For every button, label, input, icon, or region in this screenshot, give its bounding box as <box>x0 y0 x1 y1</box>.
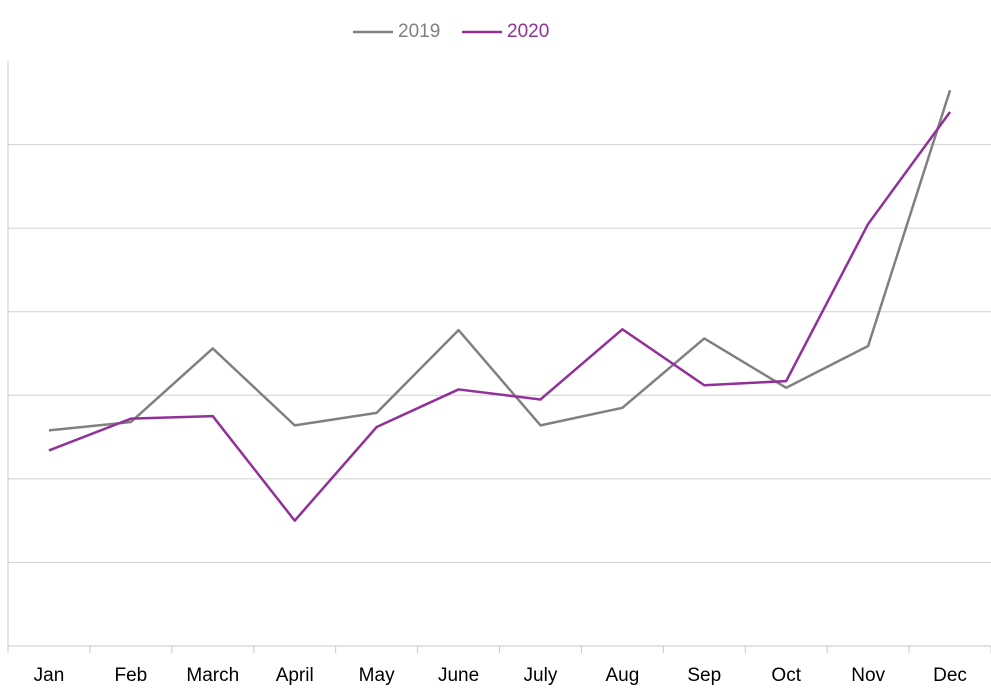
legend-label: 2020 <box>507 21 549 42</box>
x-tick-label: Aug <box>605 665 639 686</box>
x-tick-label: May <box>359 665 395 686</box>
x-tick-label: June <box>438 665 479 686</box>
x-tick-label: Dec <box>933 665 967 686</box>
x-tick-label: Nov <box>851 665 885 686</box>
x-tick-label: Oct <box>771 665 801 686</box>
x-tick-label: March <box>186 665 239 686</box>
x-tick-label: Sep <box>687 665 721 686</box>
series-line <box>48 89 952 432</box>
x-tick-label: July <box>524 665 558 686</box>
x-tick-label: April <box>276 665 314 686</box>
x-tick-label: Jan <box>34 665 65 686</box>
x-tick-label: Feb <box>115 665 148 686</box>
legend-label: 2019 <box>398 21 440 42</box>
series-line <box>48 111 952 522</box>
